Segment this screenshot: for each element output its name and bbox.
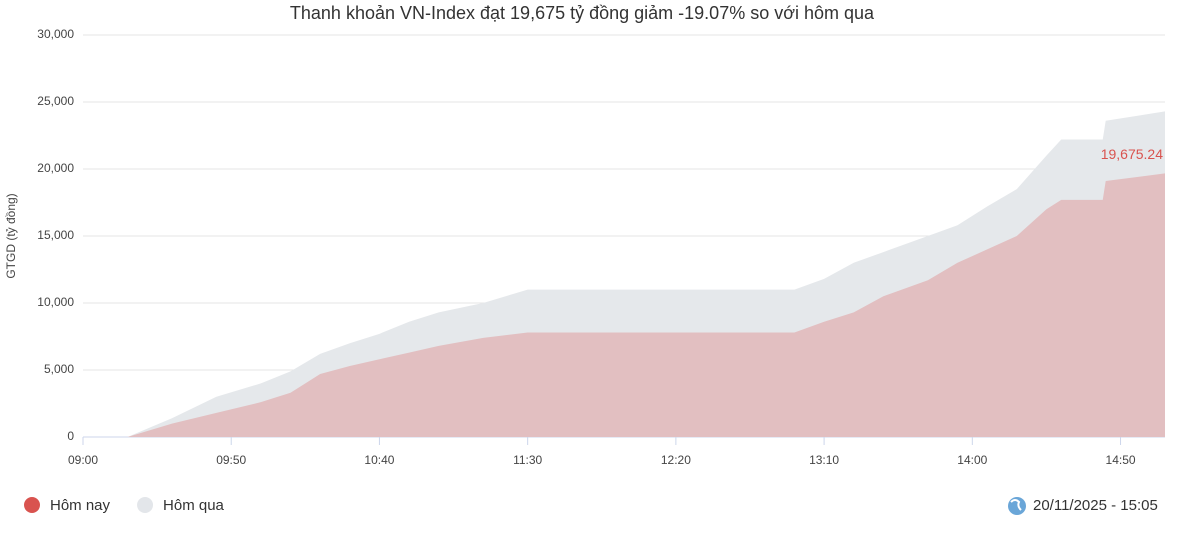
x-tick-label: 13:10 — [809, 453, 839, 467]
legend-label: Hôm nay — [50, 497, 111, 514]
x-tick-label: 09:00 — [68, 453, 98, 467]
y-tick-label: 15,000 — [37, 228, 74, 242]
legend-marker — [24, 497, 40, 513]
y-tick-label: 5,000 — [44, 362, 74, 376]
area — [127, 173, 1166, 437]
legend-label: Hôm qua — [163, 497, 225, 514]
y-tick-label: 10,000 — [37, 295, 74, 309]
y-tick-label: 30,000 — [37, 27, 74, 41]
x-tick-label: 10:40 — [364, 453, 394, 467]
y-axis-label: GTGD (tỷ đồng) — [4, 193, 18, 278]
timestamp: 20/11/2025 - 15:05 — [1033, 497, 1158, 514]
value-label: 19,675.24 — [1101, 146, 1163, 162]
x-tick-label: 12:20 — [661, 453, 691, 467]
legend-marker — [137, 497, 154, 513]
chart-title: Thanh khoản VN-Index đạt 19,675 tỷ đồng … — [290, 3, 875, 23]
x-tick-label: 09:50 — [216, 453, 246, 467]
y-tick-label: 20,000 — [37, 161, 74, 175]
y-tick-label: 0 — [67, 429, 74, 443]
y-tick-label: 25,000 — [37, 94, 74, 108]
x-tick-label: 14:50 — [1106, 453, 1136, 467]
x-tick-label: 11:30 — [513, 453, 542, 467]
globe-icon — [1008, 497, 1026, 515]
x-tick-label: 14:00 — [957, 453, 987, 467]
